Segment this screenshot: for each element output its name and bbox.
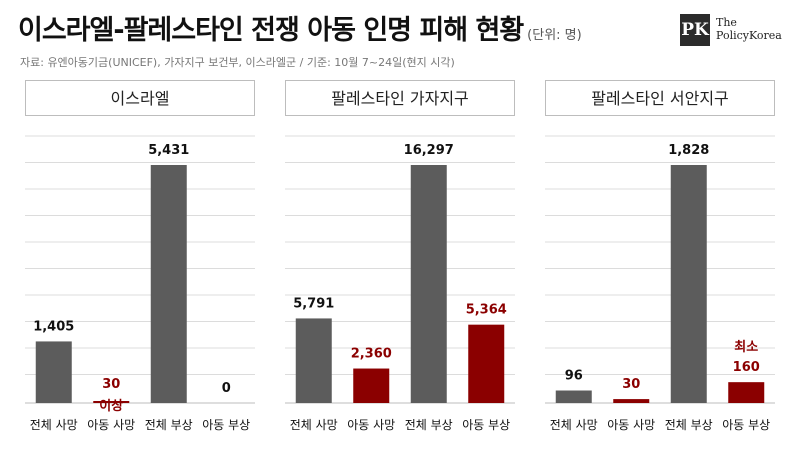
category-label: 전체 사망 xyxy=(550,418,598,432)
bar xyxy=(670,165,707,403)
title-text: 이스라엘-팔레스타인 전쟁 아동 인명 피해 현황 xyxy=(18,15,524,46)
category-label: 아동 부상 xyxy=(722,418,770,432)
category-label: 전체 부상 xyxy=(145,418,193,432)
data-label: 160 xyxy=(733,360,760,375)
category-label: 전체 사망 xyxy=(30,418,78,432)
bar xyxy=(295,318,332,403)
chart-title: 이스라엘-팔레스타인 전쟁 아동 인명 피해 현황 (단위: 명) xyxy=(18,8,582,47)
category-label: 아동 부상 xyxy=(202,418,250,432)
bar xyxy=(613,399,650,403)
data-label: 5,791 xyxy=(293,296,334,311)
logo-line-2: PolicyKorea xyxy=(716,29,782,42)
data-label: 30 xyxy=(622,377,640,392)
category-label: 전체 사망 xyxy=(290,418,338,432)
data-label: 5,431 xyxy=(148,143,189,158)
data-label: 2,360 xyxy=(351,347,392,362)
logo-text: The PolicyKorea xyxy=(716,16,782,42)
bar xyxy=(353,368,390,403)
policykorea-logo: PK The PolicyKorea xyxy=(680,14,790,48)
logo-mark: PK xyxy=(680,14,710,46)
bar xyxy=(555,390,592,403)
data-label: 16,297 xyxy=(404,143,454,158)
annotation-label: 최소 xyxy=(734,340,758,355)
data-label: 30 xyxy=(102,377,120,392)
category-label: 아동 부상 xyxy=(462,418,510,432)
category-label: 아동 사망 xyxy=(87,418,135,432)
bar xyxy=(150,165,187,403)
logo-line-1: The xyxy=(716,16,737,29)
bar xyxy=(728,382,765,403)
category-label: 전체 부상 xyxy=(665,418,713,432)
panel-title-israel: 이스라엘 xyxy=(25,80,255,116)
bar xyxy=(93,401,130,403)
data-label: 5,364 xyxy=(466,303,507,318)
source-note: 자료: 유엔아동기금(UNICEF), 가자지구 보건부, 이스라엘군 / 기준… xyxy=(20,56,455,69)
bar xyxy=(35,341,72,403)
data-label: 96 xyxy=(565,369,583,384)
data-label: 1,405 xyxy=(33,319,74,334)
category-label: 아동 사망 xyxy=(607,418,655,432)
bar xyxy=(468,324,505,403)
data-label: 0 xyxy=(222,381,231,396)
unit-label: (단위: 명) xyxy=(527,28,582,43)
data-label: 1,828 xyxy=(668,143,709,158)
annotation-label: 이상 xyxy=(99,398,123,414)
category-label: 아동 사망 xyxy=(347,418,395,432)
panel-title-gaza: 팔레스타인 가자지구 xyxy=(285,80,515,116)
panel-title-westbank: 팔레스타인 서안지구 xyxy=(545,80,775,116)
category-label: 전체 부상 xyxy=(405,418,453,432)
bar xyxy=(410,165,447,403)
